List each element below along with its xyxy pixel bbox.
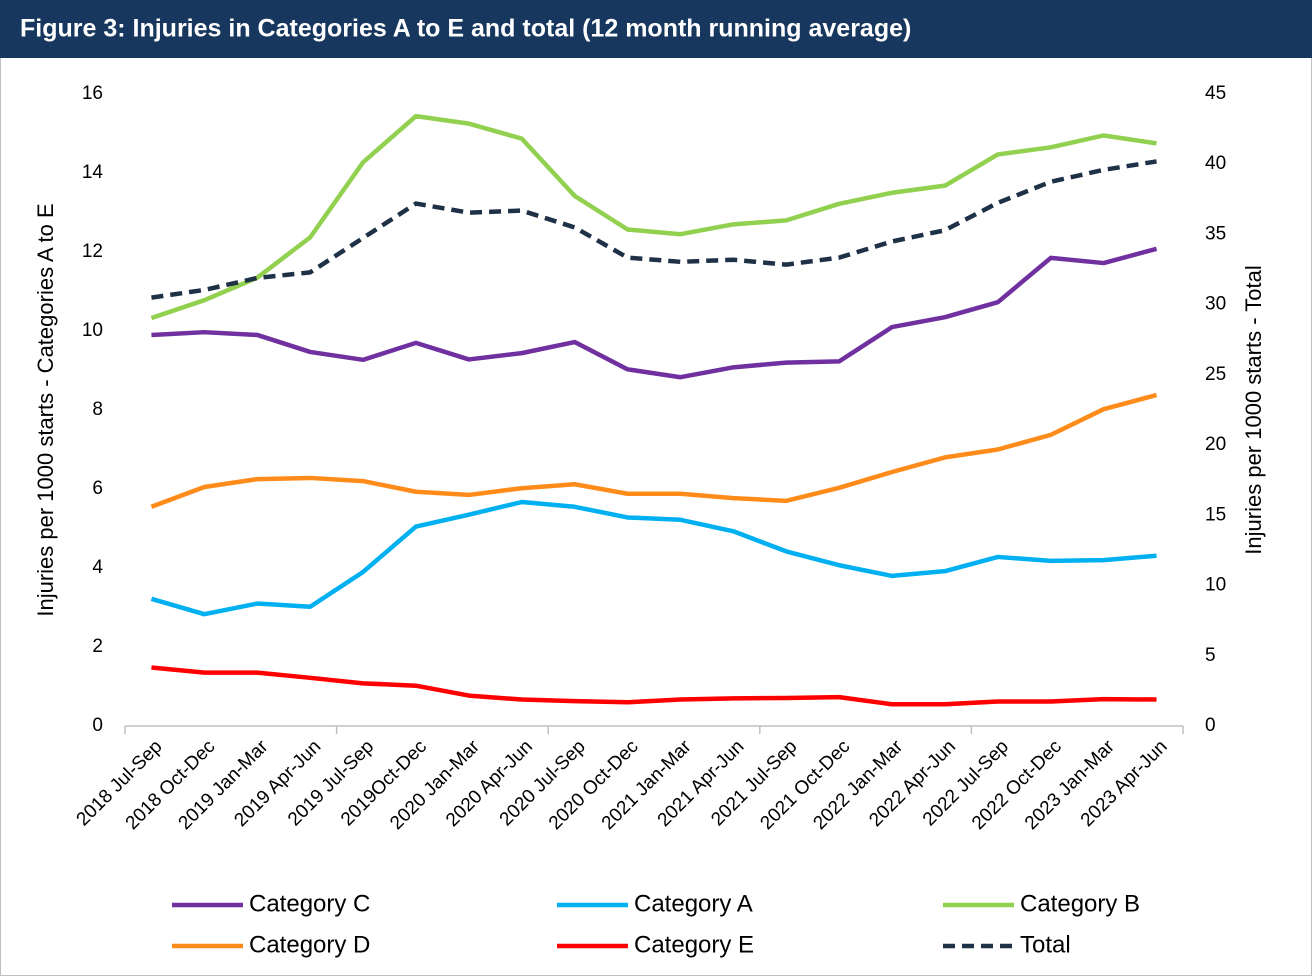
line-series (150, 392, 1158, 509)
y2-axis-title: Injuries per 1000 starts - Total (1241, 265, 1266, 554)
y-tick-label: 14 (82, 162, 104, 183)
y2-tick-label: 25 (1205, 364, 1226, 385)
y-tick-label: 2 (92, 636, 103, 657)
line-series (150, 499, 1157, 617)
y2-tick-label: 30 (1205, 294, 1226, 315)
y2-tick-label: 0 (1205, 715, 1216, 736)
line-series (151, 246, 1158, 380)
y-tick-label: 6 (92, 478, 103, 499)
line-series (151, 665, 1157, 707)
line-series (150, 113, 1157, 321)
title-bar (0, 0, 1312, 58)
legend-label: Category C (249, 890, 370, 917)
legend-label: Category D (249, 931, 370, 958)
line-series (151, 159, 1157, 300)
y-tick-label: 4 (92, 557, 103, 578)
y2-tick-label: 45 (1205, 83, 1226, 104)
y-tick-label: 0 (92, 715, 103, 736)
y-axis-title: Injuries per 1000 starts - Categories A … (33, 203, 58, 616)
y2-tick-label: 40 (1205, 153, 1226, 174)
y2-tick-label: 35 (1205, 223, 1226, 244)
legend-label: Category E (634, 931, 754, 958)
y2-tick-label: 10 (1205, 575, 1226, 596)
y-tick-label: 10 (82, 320, 103, 341)
y-tick-label: 12 (82, 241, 103, 262)
y-tick-label: 16 (82, 83, 103, 104)
y2-tick-label: 5 (1205, 645, 1216, 666)
chart-title: Figure 3: Injuries in Categories A to E … (20, 15, 911, 43)
legend-label: Category A (634, 890, 753, 917)
y-tick-label: 8 (92, 399, 103, 420)
y2-tick-label: 20 (1205, 434, 1226, 455)
y2-tick-label: 15 (1205, 504, 1226, 525)
legend-label: Category B (1020, 890, 1140, 917)
legend-label: Total (1020, 931, 1071, 958)
